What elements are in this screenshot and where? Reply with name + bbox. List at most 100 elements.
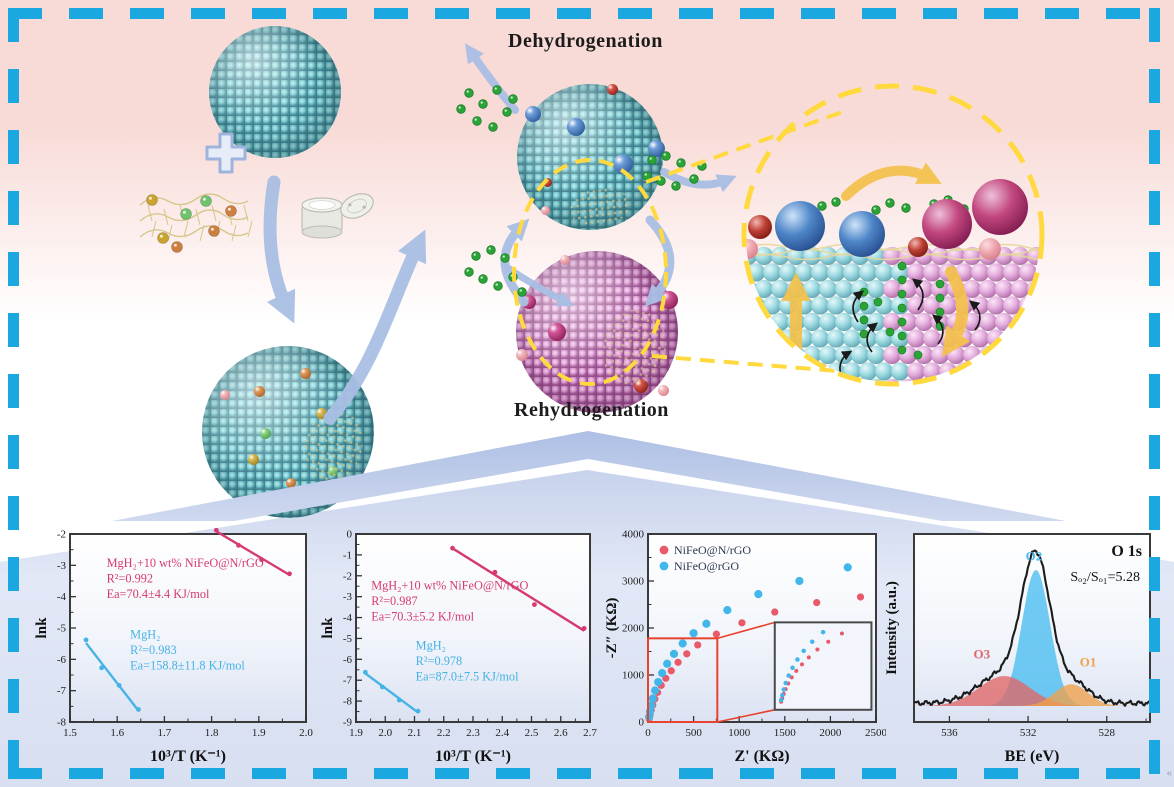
svg-text:O 1s: O 1s: [1111, 543, 1142, 560]
mgh2-sphere-pristine: [209, 26, 341, 158]
svg-text:-8: -8: [343, 696, 353, 708]
catalyst-particle: [248, 454, 259, 465]
catalyst-particle: [286, 478, 296, 488]
svg-text:-5: -5: [343, 633, 353, 645]
svg-text:-6: -6: [57, 654, 67, 666]
svg-text:2.6: 2.6: [554, 727, 568, 739]
svg-text:-1: -1: [343, 549, 352, 561]
svg-text:2500: 2500: [865, 727, 886, 739]
dehydrogenation-label: Dehydrogenation: [508, 30, 663, 52]
svg-text:-Z″ (KΩ): -Z″ (KΩ): [604, 598, 620, 659]
svg-text:1.7: 1.7: [158, 727, 172, 739]
svg-text:NiFeO@rGO: NiFeO@rGO: [674, 559, 739, 573]
svg-text:4000: 4000: [622, 529, 645, 541]
mg-sphere-dehydrogenated: [517, 84, 665, 231]
svg-text:2.3: 2.3: [466, 727, 480, 739]
svg-text:-9: -9: [343, 717, 353, 729]
svg-text:Z' (KΩ): Z' (KΩ): [734, 748, 789, 765]
svg-text:1.6: 1.6: [110, 727, 124, 739]
svg-text:-3: -3: [57, 560, 67, 572]
svg-text:3000: 3000: [622, 576, 645, 588]
catalyst-particle: [522, 295, 536, 309]
svg-text:1500: 1500: [774, 727, 797, 739]
rgo-patch-icon: [294, 402, 372, 490]
fe-particle: [543, 178, 552, 187]
svg-text:2.4: 2.4: [495, 727, 509, 739]
svg-text:O3: O3: [974, 646, 991, 661]
svg-text:2.2: 2.2: [437, 727, 451, 739]
svg-text:0: 0: [347, 529, 353, 541]
svg-text:-7: -7: [343, 675, 353, 687]
svg-text:2000: 2000: [819, 727, 842, 739]
svg-text:lnk: lnk: [320, 617, 336, 639]
ni-particle: [613, 154, 633, 174]
svg-text:-3: -3: [343, 591, 353, 603]
svg-text:BE (eV): BE (eV): [1005, 748, 1060, 765]
svg-text:0: 0: [645, 727, 651, 739]
svg-text:2.5: 2.5: [525, 727, 539, 739]
svg-text:2.0: 2.0: [299, 727, 313, 739]
svg-text:lnk: lnk: [34, 617, 50, 639]
fe-particle: [607, 84, 618, 95]
xps-o1s-plot: 536 532 528 O2 O3 O1 O 1s Sₒ₂/Sₒ₁=5.28 BE (eV) In…: [884, 533, 1151, 765]
svg-text:1.5: 1.5: [63, 727, 77, 739]
svg-text:Sₒ₂/Sₒ₁=5.28: Sₒ₂/Sₒ₁=5.28: [1070, 570, 1140, 585]
svg-text:1.9: 1.9: [252, 727, 266, 739]
svg-text:0: 0: [639, 717, 645, 729]
svg-text:-2: -2: [57, 529, 66, 541]
ni-particle: [525, 106, 541, 122]
svg-text:Intensity (a.u.): Intensity (a.u.): [884, 581, 900, 675]
catalyst-particle: [220, 390, 230, 400]
catalyst-particle: [516, 349, 528, 361]
chart-arrhenius-rehydrogenation: 1.9 2.0 2.1 2.2 2.3 2.4 2.5 2.6 2.7 -9 -8 -7 -6 -5 -4 -…: [320, 526, 600, 766]
ni-particle: [648, 140, 665, 157]
catalyst-particle: [660, 291, 678, 309]
svg-text:-8: -8: [57, 717, 67, 729]
chart-xps-o1s: 536 532 528 O2 O3 O1 O 1s Sₒ₂/Sₒ₁=5.28 BE (eV) In…: [884, 526, 1160, 766]
zoom-link-line: [651, 354, 851, 374]
svg-text:2000: 2000: [622, 623, 645, 635]
svg-text:-7: -7: [57, 685, 67, 697]
arrhenius-dehydrogenation-plot: 1.5 1.6 1.7 1.8 1.9 2.0 -8 -7 -6 -5 -4 -3 -2 MgH₂+10 …: [34, 527, 313, 765]
catalyst-particle: [658, 385, 669, 396]
svg-text:10³/T (K⁻¹): 10³/T (K⁻¹): [150, 748, 226, 765]
catalyst-particle: [300, 368, 311, 379]
fe-particle: [541, 206, 550, 215]
svg-text:-4: -4: [343, 612, 353, 624]
svg-text:1000: 1000: [728, 727, 751, 739]
mgh2-sphere-milled: [202, 346, 374, 518]
svg-text:10³/T (K⁻¹): 10³/T (K⁻¹): [435, 748, 511, 765]
svg-text:2.7: 2.7: [583, 727, 597, 739]
svg-text:O1: O1: [1080, 655, 1097, 670]
svg-text:1.8: 1.8: [205, 727, 219, 739]
eis-nyquist-plot: 0 500 1000 1500 2000 2500 0 1000 2000 3000 4000 NiF…: [604, 529, 886, 766]
hopping-arrow: [866, 322, 878, 353]
chart-arrhenius-dehydrogenation: 1.5 1.6 1.7 1.8 1.9 2.0 -8 -7 -6 -5 -4 -3 -2 MgH₂+10 …: [34, 526, 316, 766]
ni-particle: [567, 118, 585, 136]
chart-eis-nyquist: 0 500 1000 1500 2000 2500 0 1000 2000 3000 4000 NiF…: [604, 526, 886, 766]
svg-text:-4: -4: [57, 591, 67, 603]
svg-text:NiFeO@N/rGO: NiFeO@N/rGO: [674, 543, 751, 557]
svg-text:-2: -2: [343, 570, 352, 582]
svg-text:-5: -5: [57, 623, 67, 635]
svg-text:1000: 1000: [622, 670, 645, 682]
svg-text:532: 532: [1020, 727, 1037, 739]
svg-text:528: 528: [1098, 727, 1115, 739]
svg-text:2.0: 2.0: [378, 727, 392, 739]
catalyst-particle: [254, 386, 265, 397]
arrhenius-rehydrogenation-plot: 1.9 2.0 2.1 2.2 2.3 2.4 2.5 2.6 2.7 -9 -8 -7 -6 -5 -4 -…: [320, 529, 597, 766]
corner-mark: «: [1166, 767, 1173, 779]
catalyst-particle: [260, 428, 271, 439]
svg-text:O2: O2: [1026, 548, 1043, 563]
mgh2-sphere-rehydrogenated: [516, 251, 678, 413]
hopping-arrow: [839, 350, 853, 381]
svg-text:2.1: 2.1: [408, 727, 422, 739]
svg-text:-6: -6: [343, 654, 353, 666]
svg-text:500: 500: [685, 727, 702, 739]
catalyst-particle: [560, 255, 570, 265]
